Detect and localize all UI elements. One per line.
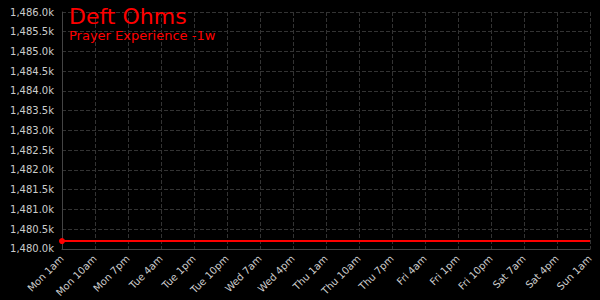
svg-text:1,481.5k: 1,481.5k: [10, 184, 54, 195]
svg-text:Deft Ohms: Deft Ohms: [69, 4, 187, 29]
svg-text:Sun 1am: Sun 1am: [555, 253, 594, 292]
svg-text:Thu 1am: Thu 1am: [290, 253, 330, 293]
svg-text:Tue 10pm: Tue 10pm: [188, 253, 231, 296]
svg-text:Sat 7am: Sat 7am: [491, 253, 528, 290]
svg-text:Tue 4am: Tue 4am: [126, 253, 164, 291]
svg-text:Fri 10pm: Fri 10pm: [456, 253, 495, 292]
svg-text:1,480.5k: 1,480.5k: [10, 224, 54, 235]
svg-text:Mon 10am: Mon 10am: [54, 253, 99, 298]
svg-text:Fri 4am: Fri 4am: [395, 253, 429, 287]
svg-text:1,485.5k: 1,485.5k: [10, 26, 54, 37]
svg-text:Prayer Experience -1w: Prayer Experience -1w: [69, 28, 216, 43]
svg-text:Wed 7am: Wed 7am: [222, 253, 264, 295]
svg-text:Thu 10am: Thu 10am: [319, 253, 363, 297]
svg-text:1,482.5k: 1,482.5k: [10, 145, 54, 156]
svg-text:Mon 1am: Mon 1am: [25, 253, 66, 294]
svg-text:Wed 4pm: Wed 4pm: [256, 253, 297, 294]
svg-text:1,486.0k: 1,486.0k: [10, 7, 54, 18]
svg-text:Mon 7pm: Mon 7pm: [91, 253, 132, 294]
svg-text:1,481.0k: 1,481.0k: [10, 204, 54, 215]
svg-text:1,484.5k: 1,484.5k: [10, 66, 54, 77]
svg-text:1,484.0k: 1,484.0k: [10, 85, 54, 96]
svg-text:1,483.0k: 1,483.0k: [10, 125, 54, 136]
svg-text:Tue 1pm: Tue 1pm: [159, 253, 198, 291]
svg-text:Sat 4pm: Sat 4pm: [523, 253, 561, 291]
svg-text:1,485.0k: 1,485.0k: [10, 46, 54, 57]
svg-text:Fri 1pm: Fri 1pm: [427, 253, 462, 288]
svg-text:Thu 7pm: Thu 7pm: [356, 253, 396, 293]
svg-text:1,482.0k: 1,482.0k: [10, 164, 54, 175]
svg-text:1,480.0k: 1,480.0k: [10, 243, 54, 254]
svg-text:1,483.5k: 1,483.5k: [10, 105, 54, 116]
